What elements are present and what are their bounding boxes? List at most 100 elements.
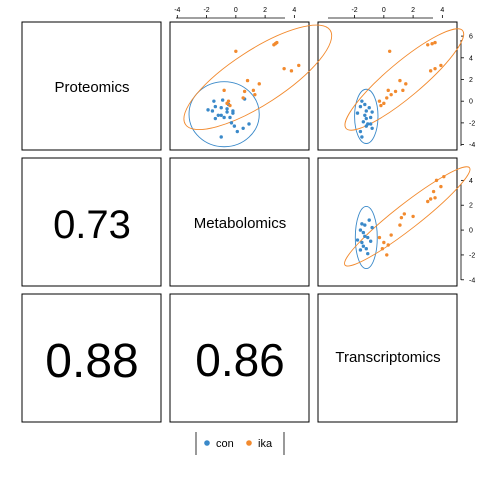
- point-con: [222, 115, 226, 120]
- point-con: [366, 251, 370, 256]
- point-ika: [404, 82, 408, 86]
- panel-corr-metab-prot: [21, 157, 162, 287]
- panel-transcriptomics-label: [317, 293, 458, 423]
- point-ika: [434, 178, 439, 183]
- point-con: [213, 104, 218, 109]
- point-ika: [439, 184, 443, 189]
- right-tick-label: -2: [469, 252, 475, 259]
- panel-metabolomics-label: [169, 157, 310, 287]
- point-con: [228, 115, 232, 120]
- scatter-panel-metab-prot: [169, 21, 310, 151]
- right-tick-label: 4: [469, 55, 473, 62]
- top-tick-label: 2: [263, 7, 267, 14]
- ellipse-ika: [183, 24, 333, 131]
- point-con: [368, 115, 373, 120]
- right-tick-label: 2: [469, 203, 473, 210]
- legend-con-marker: [204, 440, 210, 446]
- point-con: [368, 122, 373, 126]
- point-con: [366, 122, 370, 126]
- point-con: [232, 124, 237, 128]
- point-con: [231, 109, 235, 113]
- panel-corr-trans-prot: [21, 293, 162, 423]
- corr-metab-prot: 0.73: [53, 203, 131, 247]
- marks-metab-vs-prot: [183, 24, 333, 148]
- point-con: [206, 108, 210, 112]
- point-ika: [297, 63, 301, 68]
- right-tick-label: 0: [469, 99, 473, 106]
- point-ika: [398, 78, 402, 83]
- point-con: [367, 105, 371, 110]
- point-con: [358, 129, 363, 134]
- point-con: [225, 107, 229, 111]
- point-ika: [377, 235, 382, 240]
- point-con: [212, 99, 216, 103]
- point-con: [360, 240, 364, 245]
- point-con: [219, 135, 223, 139]
- legend-ika-marker: [246, 440, 252, 446]
- scatter-panel-trans-metab: [317, 157, 458, 287]
- point-ika: [257, 82, 261, 86]
- point-ika: [402, 212, 407, 216]
- top-tick-label: -4: [174, 7, 180, 14]
- point-con: [225, 110, 229, 114]
- point-con: [363, 113, 367, 117]
- point-ika: [222, 88, 226, 93]
- point-con: [219, 105, 223, 110]
- right-tick-label: -2: [469, 120, 475, 127]
- point-con: [364, 116, 368, 121]
- point-con: [366, 235, 370, 240]
- point-ika: [272, 43, 276, 47]
- point-ika: [379, 103, 383, 108]
- point-con: [370, 225, 374, 230]
- point-con: [216, 113, 220, 117]
- right-tick-label: 6: [469, 34, 473, 41]
- point-con: [355, 238, 360, 242]
- point-ika: [385, 96, 389, 100]
- point-ika: [386, 88, 390, 93]
- point-con: [229, 121, 234, 125]
- point-con: [370, 110, 374, 114]
- point-ika: [433, 40, 437, 45]
- label-transcriptomics: Transcriptomics: [335, 349, 440, 366]
- ellipse-ika: [344, 166, 471, 267]
- point-con: [358, 248, 363, 252]
- point-con: [247, 122, 251, 126]
- point-ika: [275, 40, 279, 45]
- point-ika: [226, 99, 231, 103]
- ellipse-ika: [344, 28, 465, 131]
- point-con: [219, 113, 223, 117]
- ellipse-con: [354, 88, 379, 144]
- panel-proteomics-label: [21, 21, 162, 151]
- corr-trans-metab: 0.86: [195, 334, 285, 386]
- point-con: [370, 126, 374, 131]
- panel-corr-trans-metab: [169, 293, 310, 423]
- point-ika: [430, 41, 434, 46]
- point-ika: [399, 215, 404, 220]
- point-con: [241, 126, 245, 131]
- right-tick-label: 2: [469, 77, 473, 84]
- point-con: [363, 102, 367, 107]
- point-ika: [401, 88, 405, 93]
- ellipse-con: [354, 206, 378, 270]
- top-tick-label: 0: [234, 7, 238, 14]
- point-con: [355, 111, 360, 115]
- right-tick-label: -4: [469, 277, 475, 284]
- point-ika: [386, 243, 390, 247]
- point-ika: [428, 69, 433, 73]
- point-ika: [234, 49, 238, 53]
- legend-ika-label: ika: [258, 438, 273, 450]
- marks-trans-vs-metab: [344, 166, 471, 270]
- point-con: [213, 116, 218, 121]
- point-ika: [426, 199, 430, 204]
- top-tick-label: -2: [203, 7, 209, 14]
- point-con: [361, 230, 366, 235]
- point-con: [364, 109, 368, 113]
- point-ika: [439, 63, 443, 68]
- point-ika: [385, 253, 389, 257]
- point-con: [235, 129, 240, 134]
- point-con: [361, 244, 366, 248]
- point-con: [358, 228, 363, 232]
- point-con: [367, 218, 371, 222]
- top-tick-label: 0: [382, 7, 386, 14]
- point-ika: [382, 101, 386, 106]
